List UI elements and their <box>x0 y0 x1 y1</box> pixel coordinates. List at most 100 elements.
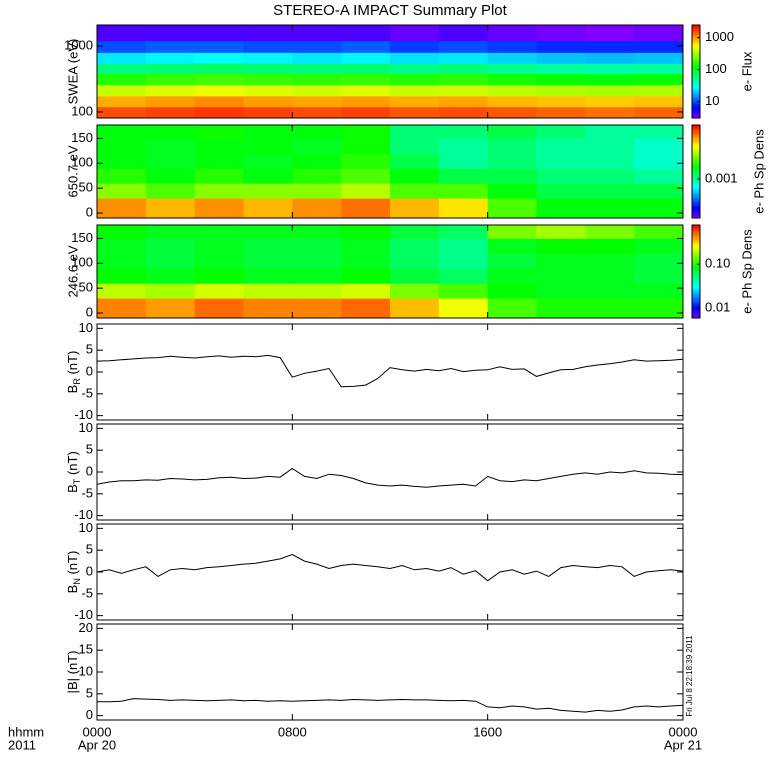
heatmap-cell <box>97 168 147 184</box>
colorbar-swatch <box>692 80 700 84</box>
heatmap-cell <box>585 106 635 119</box>
y-tick-label: 100 <box>71 255 93 270</box>
colorbar-swatch <box>692 152 700 156</box>
colorbar-swatch <box>692 285 700 289</box>
colorbar-swatch <box>692 297 700 300</box>
heatmap-cell <box>243 125 293 139</box>
heatmap-cell <box>390 106 440 119</box>
colorbar-frame <box>691 24 701 119</box>
heatmap-cell <box>194 106 244 119</box>
heatmap-cell <box>292 63 342 75</box>
heatmap-cell <box>97 73 147 86</box>
heatmap-cell <box>390 198 440 219</box>
heatmap-cell <box>390 95 440 108</box>
heatmap-cell <box>194 40 244 53</box>
colorbar-swatch <box>692 31 700 35</box>
heatmap-cell <box>97 298 147 319</box>
heatmap-cell <box>390 84 440 97</box>
panel-frame <box>96 323 684 421</box>
heatmap-cell <box>194 52 244 64</box>
heatmap-cell <box>292 138 342 154</box>
colorbar-swatch <box>692 250 700 254</box>
heatmap-cell <box>341 106 391 119</box>
heatmap-cell <box>634 198 684 219</box>
heatmap-cell <box>194 25 244 42</box>
heatmap-cell <box>585 84 635 97</box>
colorbar-swatch <box>692 241 700 245</box>
heatmap-cell <box>390 268 440 284</box>
heatmap-cell <box>536 298 586 319</box>
heatmap-cell <box>585 125 635 139</box>
colorbar-swatch <box>692 211 700 214</box>
heatmap-cell <box>536 253 586 269</box>
heatmap-cell <box>194 138 244 154</box>
heatmap-cell <box>536 73 586 86</box>
colorbar-swatch <box>692 127 700 131</box>
colorbar-swatch <box>692 292 700 296</box>
heatmap-cell <box>97 198 147 219</box>
heatmap-cell <box>292 84 342 97</box>
colorbar-swatch <box>692 178 700 182</box>
heatmap-cell <box>390 298 440 319</box>
heatmap-cell <box>634 40 684 53</box>
colorbar-swatch <box>692 166 700 170</box>
heatmap-cell <box>145 225 196 239</box>
colorbar-swatch <box>692 208 700 212</box>
heatmap-cell <box>438 40 489 53</box>
colorbar-swatch <box>692 271 700 275</box>
colorbar-swatch <box>692 125 700 128</box>
heatmap-cell <box>292 298 342 319</box>
panel-frame <box>96 24 684 119</box>
panel: -10 -5 0 5 10 BN (nT) <box>65 520 684 622</box>
heatmap-cell <box>97 25 147 42</box>
colorbar-swatch <box>692 157 700 161</box>
heatmap-cell <box>438 84 489 97</box>
colorbar-swatch <box>692 185 700 189</box>
heatmap-cell <box>341 25 391 42</box>
heatmap-cell <box>585 268 635 284</box>
colorbar-swatch <box>692 38 700 42</box>
heatmap-cell <box>243 73 293 86</box>
heatmap-cell <box>243 253 293 269</box>
y-axis-label: BN (nT) <box>65 551 82 594</box>
colorbar-swatch <box>692 148 700 152</box>
colorbar-swatch <box>692 101 700 105</box>
colorbar-swatch <box>692 92 700 96</box>
heatmap-cell <box>487 95 537 108</box>
y-tick-label: 0 <box>86 563 93 578</box>
colorbar-swatch <box>692 71 700 75</box>
y-tick-label: 150 <box>71 130 93 145</box>
heatmap-cell <box>634 125 684 139</box>
heatmap-cell <box>145 25 196 42</box>
heatmap-cell <box>390 253 440 269</box>
heatmap-cell <box>536 225 586 239</box>
heatmap-cell <box>585 95 635 108</box>
colorbar-swatch <box>692 55 700 59</box>
heatmap-cell <box>536 238 586 254</box>
heatmap-cell <box>341 40 391 53</box>
heatmap-cell <box>438 63 489 75</box>
heatmap-cell <box>536 198 586 219</box>
heatmap-cell <box>634 183 684 199</box>
colorbar-swatch <box>692 266 700 270</box>
heatmap-cell <box>438 283 489 299</box>
y-tick-label: 0 <box>86 363 93 378</box>
heatmap-cell <box>145 168 196 184</box>
panel: 0 5 10 15 20 |B| (nT) <box>65 620 684 722</box>
heatmap-cell <box>97 95 147 108</box>
y-axis-label-main: |B| <box>65 678 80 693</box>
colorbar-swatch <box>692 136 700 140</box>
heatmap-cell <box>145 73 196 86</box>
heatmap-cell <box>292 238 342 254</box>
colorbar-swatch <box>692 90 700 93</box>
heatmap-cell <box>194 298 244 319</box>
heatmap-cell <box>585 168 635 184</box>
heatmap-cell <box>390 63 440 75</box>
heatmap-cell <box>97 283 147 299</box>
panel-frame <box>96 124 684 219</box>
y-axis-label-main: B <box>65 484 80 493</box>
heatmap-cell <box>292 40 342 53</box>
y-axis-label-subscript: N <box>72 578 82 585</box>
heatmap-cell <box>536 40 586 53</box>
